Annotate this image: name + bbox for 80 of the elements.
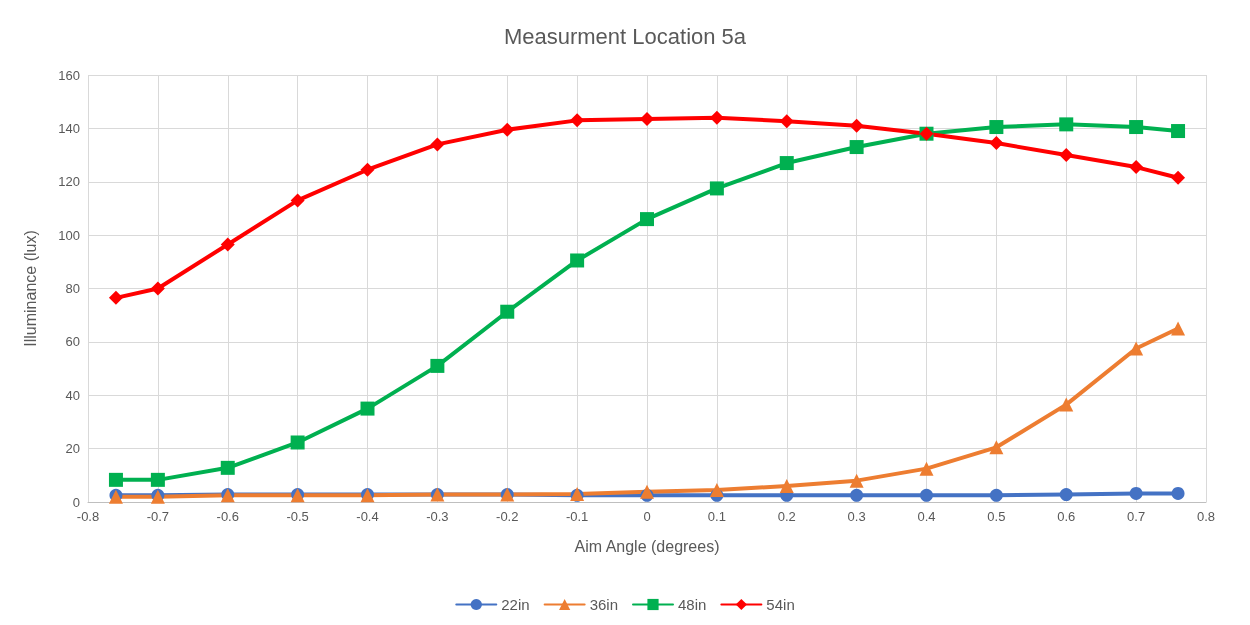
point (709, 110, 724, 125)
x-tick-label: -0.4 (356, 509, 379, 524)
point (779, 114, 794, 129)
chart-title: Measurment Location 5a (503, 23, 747, 49)
point (989, 120, 1004, 135)
y-tick-label: 80 (65, 281, 80, 296)
x-tick-label: -0.1 (565, 509, 589, 524)
y-tick-label: 40 (65, 387, 80, 403)
point (1129, 120, 1144, 135)
x-tick-label: -0.7 (146, 509, 170, 524)
y-tick-label: 160 (58, 67, 80, 83)
point (1059, 117, 1074, 132)
point (1059, 148, 1074, 163)
y-axis-title: Illuminance (lux) (21, 230, 39, 347)
point (1059, 488, 1073, 502)
x-tick-label: -0.6 (216, 509, 239, 524)
x-tick-label: 0.8 (1196, 509, 1216, 524)
point (150, 472, 165, 487)
point (709, 181, 724, 196)
point (989, 488, 1003, 502)
point (850, 488, 864, 502)
point (220, 237, 235, 252)
point (108, 290, 123, 305)
legend-label: 36in (589, 596, 618, 613)
point (360, 162, 375, 177)
x-tick-label: 0.5 (987, 509, 1006, 524)
point (920, 488, 933, 502)
point (1059, 397, 1074, 412)
legend-label: 54in (766, 596, 795, 613)
point (1129, 341, 1144, 356)
point (849, 118, 864, 133)
x-tick-label: 0.6 (1057, 509, 1076, 524)
point (500, 304, 515, 319)
y-tick-label: 0 (72, 494, 80, 510)
x-tick-label: -0.2 (496, 509, 519, 524)
point (849, 140, 864, 155)
point (360, 401, 375, 416)
point (640, 212, 654, 227)
point (989, 440, 1004, 455)
point (919, 461, 934, 476)
x-tick-label: 0.4 (917, 509, 936, 524)
point (1129, 486, 1143, 500)
x-tick-label: -0.3 (426, 509, 449, 524)
point (640, 484, 654, 499)
point (1171, 170, 1186, 185)
x-tick-label: -0.8 (76, 509, 100, 524)
point (849, 473, 864, 488)
point (570, 253, 585, 268)
point (220, 460, 235, 475)
point (779, 478, 794, 493)
point (500, 122, 515, 137)
y-tick-label: 120 (58, 174, 80, 190)
point (1171, 321, 1186, 336)
point (430, 137, 445, 152)
point (989, 136, 1004, 151)
x-tick-label: 0.7 (1127, 509, 1146, 524)
point (108, 472, 123, 487)
x-tick-label: 0.2 (777, 509, 796, 524)
point (709, 482, 724, 497)
point (150, 281, 165, 296)
y-tick-label: 60 (65, 334, 80, 350)
x-tick-label: 0.1 (707, 509, 726, 524)
x-tick-label: 0 (643, 509, 651, 524)
point (1171, 124, 1186, 139)
point (570, 113, 585, 128)
point (430, 358, 445, 373)
x-axis-title: Aim Angle (degrees) (574, 537, 720, 555)
x-tick-label: 0.3 (847, 509, 866, 524)
y-tick-label: 140 (58, 120, 80, 136)
y-tick-label: 100 (58, 227, 80, 243)
legend-label: 22in (501, 596, 530, 613)
legend-label: 48in (678, 596, 707, 613)
point (640, 112, 654, 127)
point (290, 435, 305, 450)
point (779, 156, 794, 171)
x-tick-label: -0.5 (286, 509, 309, 524)
point (1171, 486, 1185, 500)
point (1129, 160, 1144, 175)
y-tick-label: 20 (65, 441, 80, 457)
point (290, 193, 305, 208)
